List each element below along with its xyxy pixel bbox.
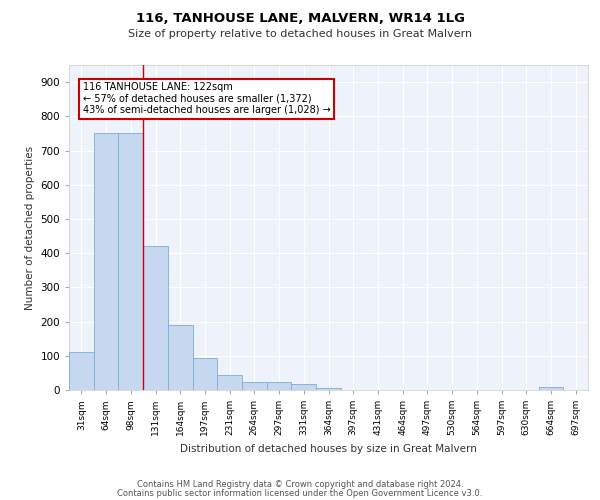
Bar <box>316 388 341 390</box>
Text: 116, TANHOUSE LANE, MALVERN, WR14 1LG: 116, TANHOUSE LANE, MALVERN, WR14 1LG <box>136 12 464 26</box>
X-axis label: Distribution of detached houses by size in Great Malvern: Distribution of detached houses by size … <box>180 444 477 454</box>
Bar <box>539 388 563 390</box>
Bar <box>193 358 217 390</box>
Y-axis label: Number of detached properties: Number of detached properties <box>25 146 35 310</box>
Bar <box>94 134 118 390</box>
Bar <box>143 246 168 390</box>
Bar <box>292 384 316 390</box>
Text: Contains public sector information licensed under the Open Government Licence v3: Contains public sector information licen… <box>118 488 482 498</box>
Bar <box>217 376 242 390</box>
Text: 116 TANHOUSE LANE: 122sqm
← 57% of detached houses are smaller (1,372)
43% of se: 116 TANHOUSE LANE: 122sqm ← 57% of detac… <box>83 82 331 116</box>
Text: Contains HM Land Registry data © Crown copyright and database right 2024.: Contains HM Land Registry data © Crown c… <box>137 480 463 489</box>
Bar <box>168 325 193 390</box>
Bar <box>69 352 94 390</box>
Bar <box>242 382 267 390</box>
Text: Size of property relative to detached houses in Great Malvern: Size of property relative to detached ho… <box>128 29 472 39</box>
Bar <box>267 382 292 390</box>
Bar <box>118 134 143 390</box>
